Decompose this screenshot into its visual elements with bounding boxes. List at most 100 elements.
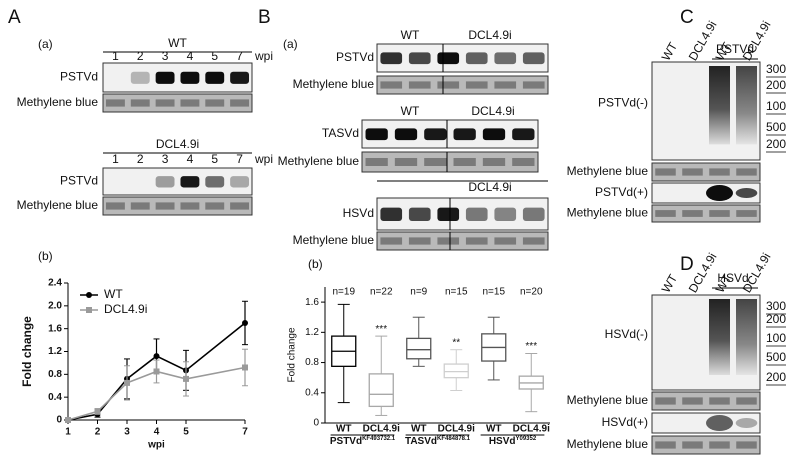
blot-band (230, 202, 250, 210)
x-tick-label: DCL4.9i (513, 424, 550, 435)
blot-band (736, 397, 757, 405)
blot-band (736, 168, 757, 176)
lane-unit: wpi (254, 152, 273, 166)
legend-marker (86, 292, 92, 298)
blot-band (424, 128, 447, 141)
n-label: n=19 (332, 287, 355, 298)
legend-label: DCL4.9i (104, 302, 147, 316)
panel-label: B (258, 7, 271, 28)
box (406, 337, 432, 360)
panel-label: A (8, 7, 21, 28)
group-sup: Y09352 (515, 436, 536, 442)
blot-band (706, 185, 733, 201)
size-marker: 500 (766, 120, 786, 134)
x-tick-label: DCL4.9i (363, 424, 400, 435)
blot-band (155, 202, 175, 210)
x-tick-label: 1 (65, 427, 71, 438)
blot-band (736, 441, 757, 449)
blot-band (494, 207, 517, 222)
blot-title: DCL4.9i (156, 137, 199, 151)
blot-band (394, 128, 418, 141)
group-label: HSVdY09352 (489, 436, 537, 447)
panel-title: PSTVd (716, 42, 754, 56)
blot-band (180, 99, 200, 107)
lane-label: WT (659, 271, 681, 295)
blot-band (522, 52, 545, 65)
point (153, 368, 160, 375)
point (65, 417, 71, 423)
blot-band (512, 128, 535, 141)
panel-label: C (680, 7, 694, 28)
blot-band (682, 210, 703, 217)
blot-strip (361, 151, 539, 173)
n-label: n=15 (445, 287, 468, 298)
point (94, 408, 101, 415)
blot-strip (361, 119, 539, 149)
lane-label: 3 (162, 49, 169, 63)
blot-band (522, 81, 545, 89)
blot-strip (651, 204, 761, 223)
blot-band (105, 202, 125, 210)
size-marker: 3000 (766, 299, 786, 313)
blot-band (408, 237, 431, 245)
y-tick-label: 0.8 (305, 357, 319, 368)
blot-band (230, 99, 250, 107)
blot-band (130, 71, 150, 84)
size-marker: 1000 (766, 331, 786, 345)
blot-band (380, 81, 403, 89)
lane-label: WT (659, 39, 681, 63)
blot-band (437, 207, 460, 222)
blot-band (453, 128, 476, 141)
blot-strip (102, 93, 253, 113)
blot-strip (102, 62, 253, 93)
blot-header: WT (401, 28, 420, 42)
blot-header: DCL4.9i (468, 28, 511, 42)
lane-label: 7 (236, 152, 243, 166)
lane-label: 3 (162, 152, 169, 166)
blot-band (437, 81, 460, 89)
y-tick-label: 0 (56, 415, 62, 426)
row-label: Methylene blue (17, 198, 99, 212)
legend-marker (86, 307, 92, 313)
x-axis-label: wpi (147, 440, 165, 451)
blot-band (180, 71, 200, 84)
blot-band (709, 168, 730, 176)
sub-label: (b) (38, 249, 53, 263)
y-tick-label: 1.6 (305, 297, 319, 308)
y-axis-label: Fold change (287, 327, 298, 382)
row-label: TASVd (322, 126, 359, 140)
blot-strip (651, 162, 761, 182)
blot-band (482, 158, 506, 166)
blot-strip (376, 231, 549, 251)
lane-label: DCL4.9i (740, 19, 774, 64)
blot-band (205, 71, 225, 84)
blot-band (380, 207, 403, 222)
size-marker: 200 (766, 370, 786, 384)
blot-strip (651, 435, 761, 455)
x-tick-label: 2 (95, 427, 101, 438)
blot-strip (376, 75, 549, 95)
row-label: Methylene blue (17, 95, 99, 109)
blot-band (380, 52, 403, 65)
blot-band (655, 441, 676, 449)
x-tick-label: 4 (154, 427, 160, 438)
x-tick-label: WT (411, 424, 427, 435)
blot-band (682, 168, 703, 176)
blot-band (180, 176, 200, 188)
y-tick-label: 0.4 (305, 387, 319, 398)
blot-band (105, 99, 125, 107)
blot-band (437, 52, 460, 65)
y-tick-label: 2.4 (48, 278, 62, 289)
lane-unit: wpi (254, 49, 273, 63)
row-label: Methylene blue (567, 393, 649, 407)
x-tick-label: 3 (124, 427, 130, 438)
blot-band (494, 81, 517, 89)
group-label: TASVdKF484878.1 (405, 436, 471, 447)
blot-strip (102, 196, 253, 216)
row-label: Methylene blue (293, 233, 375, 247)
blot-band (512, 158, 535, 166)
blot-title: WT (168, 36, 187, 50)
y-tick-label: 1.2 (48, 346, 62, 357)
blot-strip (102, 167, 253, 196)
